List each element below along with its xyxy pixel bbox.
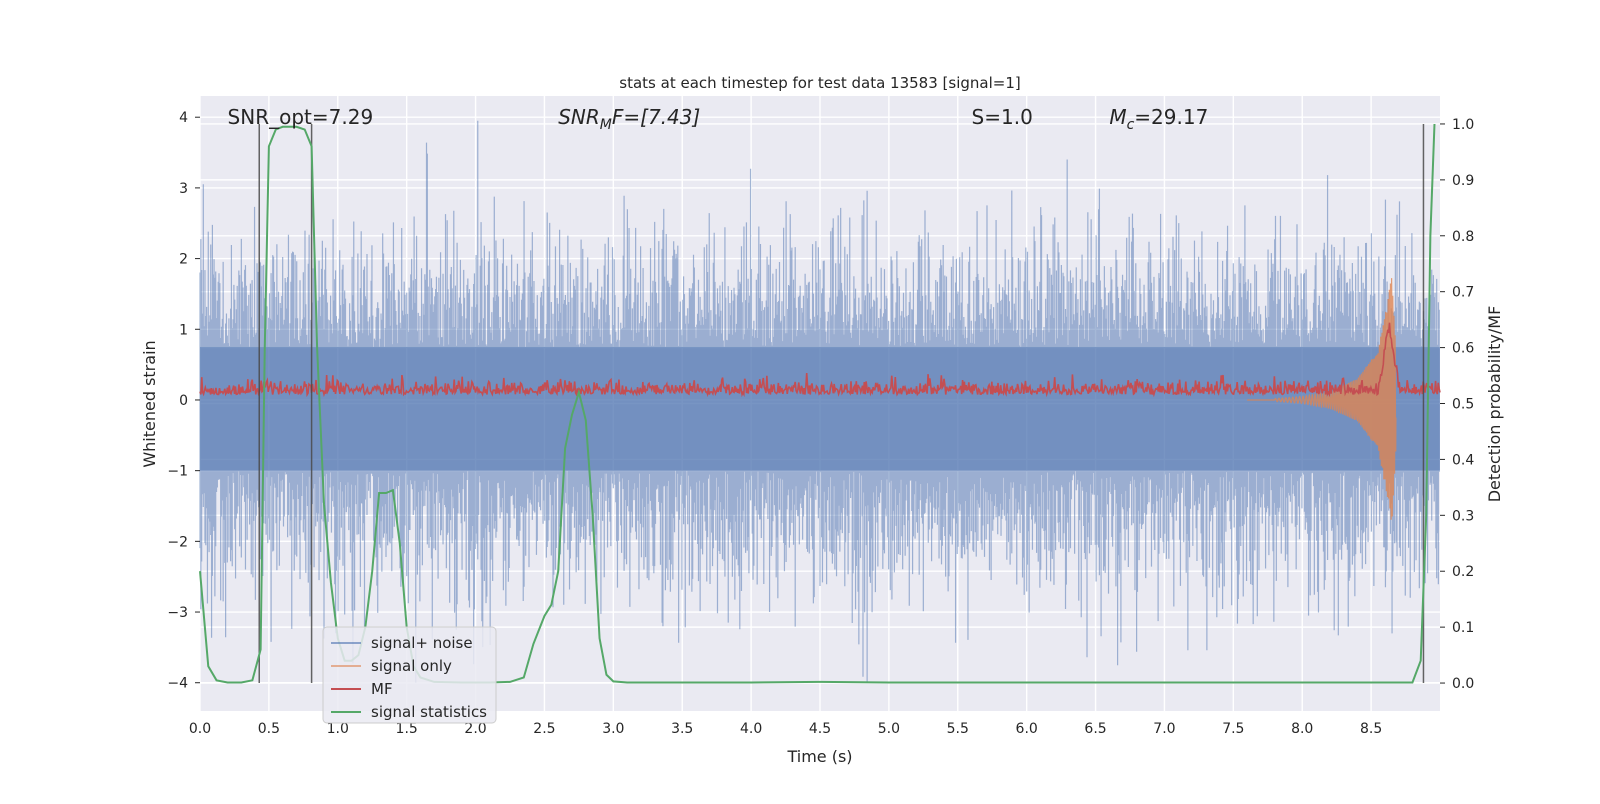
legend: signal+ noise signal only MF signal statist… — [322, 626, 497, 724]
legend-label: signal statistics — [371, 703, 487, 721]
x-tick-label: 8.5 — [1360, 721, 1382, 737]
x-tick-label: 7.5 — [1222, 721, 1244, 737]
y-left-tick-label: −4 — [167, 676, 188, 692]
x-tick-label: 0.5 — [258, 721, 280, 737]
annotations: SNR_opt=7.29 SNRMF=[7.43] S=1.0 Mc=29.17 — [228, 105, 1209, 133]
x-tick-label: 6.0 — [1016, 721, 1038, 737]
x-tick-label: 8.0 — [1291, 721, 1313, 737]
y-left-tick-label: 3 — [179, 181, 188, 197]
mf-trace — [199, 322, 1441, 398]
x-tick-label: 4.5 — [809, 721, 831, 737]
y-left-tick-label: 1 — [179, 322, 188, 338]
annotation: SNR_opt=7.29 — [228, 105, 374, 129]
legend-box — [322, 626, 497, 724]
y-right-tick-label: 1.0 — [1452, 117, 1474, 133]
y-right-tick-label: 0.5 — [1452, 397, 1474, 413]
chart-title: stats at each timestep for test data 135… — [619, 74, 1020, 92]
annotation: SNRMF=[7.43] — [558, 105, 700, 133]
legend-label: MF — [371, 680, 393, 698]
y-right-tick-label: 0.4 — [1452, 452, 1474, 468]
x-tick-label: 2.0 — [464, 721, 486, 737]
y-left-tick-label: −2 — [167, 534, 188, 550]
signal-only-trace — [1247, 278, 1397, 520]
x-tick-label: 1.5 — [396, 721, 418, 737]
y-left-tick-label: 4 — [179, 110, 188, 126]
legend-label: signal only — [371, 657, 452, 675]
x-tick-label: 4.0 — [740, 721, 762, 737]
x-tick-label: 5.0 — [878, 721, 900, 737]
y-axis-label-right: Detection probability/MF — [1485, 306, 1504, 503]
annotation: Mc=29.17 — [1109, 105, 1208, 133]
y-right-tick-label: 0.0 — [1452, 676, 1474, 692]
x-tick-label: 7.0 — [1153, 721, 1175, 737]
x-axis-label: Time (s) — [786, 747, 852, 766]
x-tick-label: 5.5 — [947, 721, 969, 737]
legend-label: signal+ noise — [371, 634, 473, 652]
x-tick-label: 3.0 — [602, 721, 624, 737]
y-right-tick-label: 0.9 — [1452, 173, 1474, 189]
y-right-tick-label: 0.8 — [1452, 229, 1474, 245]
y-right-tick-label: 0.3 — [1452, 508, 1474, 524]
signal-noise-core — [200, 346, 1440, 471]
x-tick-label: 6.5 — [1084, 721, 1106, 737]
y-axis-label-left: Whitened strain — [140, 340, 159, 467]
y-left-tick-label: 0 — [179, 393, 188, 409]
y-right-tick-label: 0.2 — [1452, 564, 1474, 580]
annotation: S=1.0 — [972, 105, 1033, 129]
x-tick-label: 0.0 — [189, 721, 211, 737]
y-left-tick-label: 2 — [179, 252, 188, 268]
x-tick-label: 2.5 — [533, 721, 555, 737]
x-tick-label: 1.0 — [327, 721, 349, 737]
x-tick-label: 3.5 — [671, 721, 693, 737]
y-left-tick-label: −3 — [167, 605, 188, 621]
y-right-tick-label: 0.1 — [1452, 620, 1474, 636]
y-right-tick-label: 0.6 — [1452, 341, 1474, 357]
ticks: 0.0 0.5 1.0 1.5 2.0 2.5 3.0 3.5 4.0 4.5 5.0 5.5 6.0 6… — [167, 110, 1474, 737]
series-layer — [199, 120, 1441, 684]
y-right-tick-label: 0.7 — [1452, 285, 1474, 301]
y-left-tick-label: −1 — [167, 464, 188, 480]
